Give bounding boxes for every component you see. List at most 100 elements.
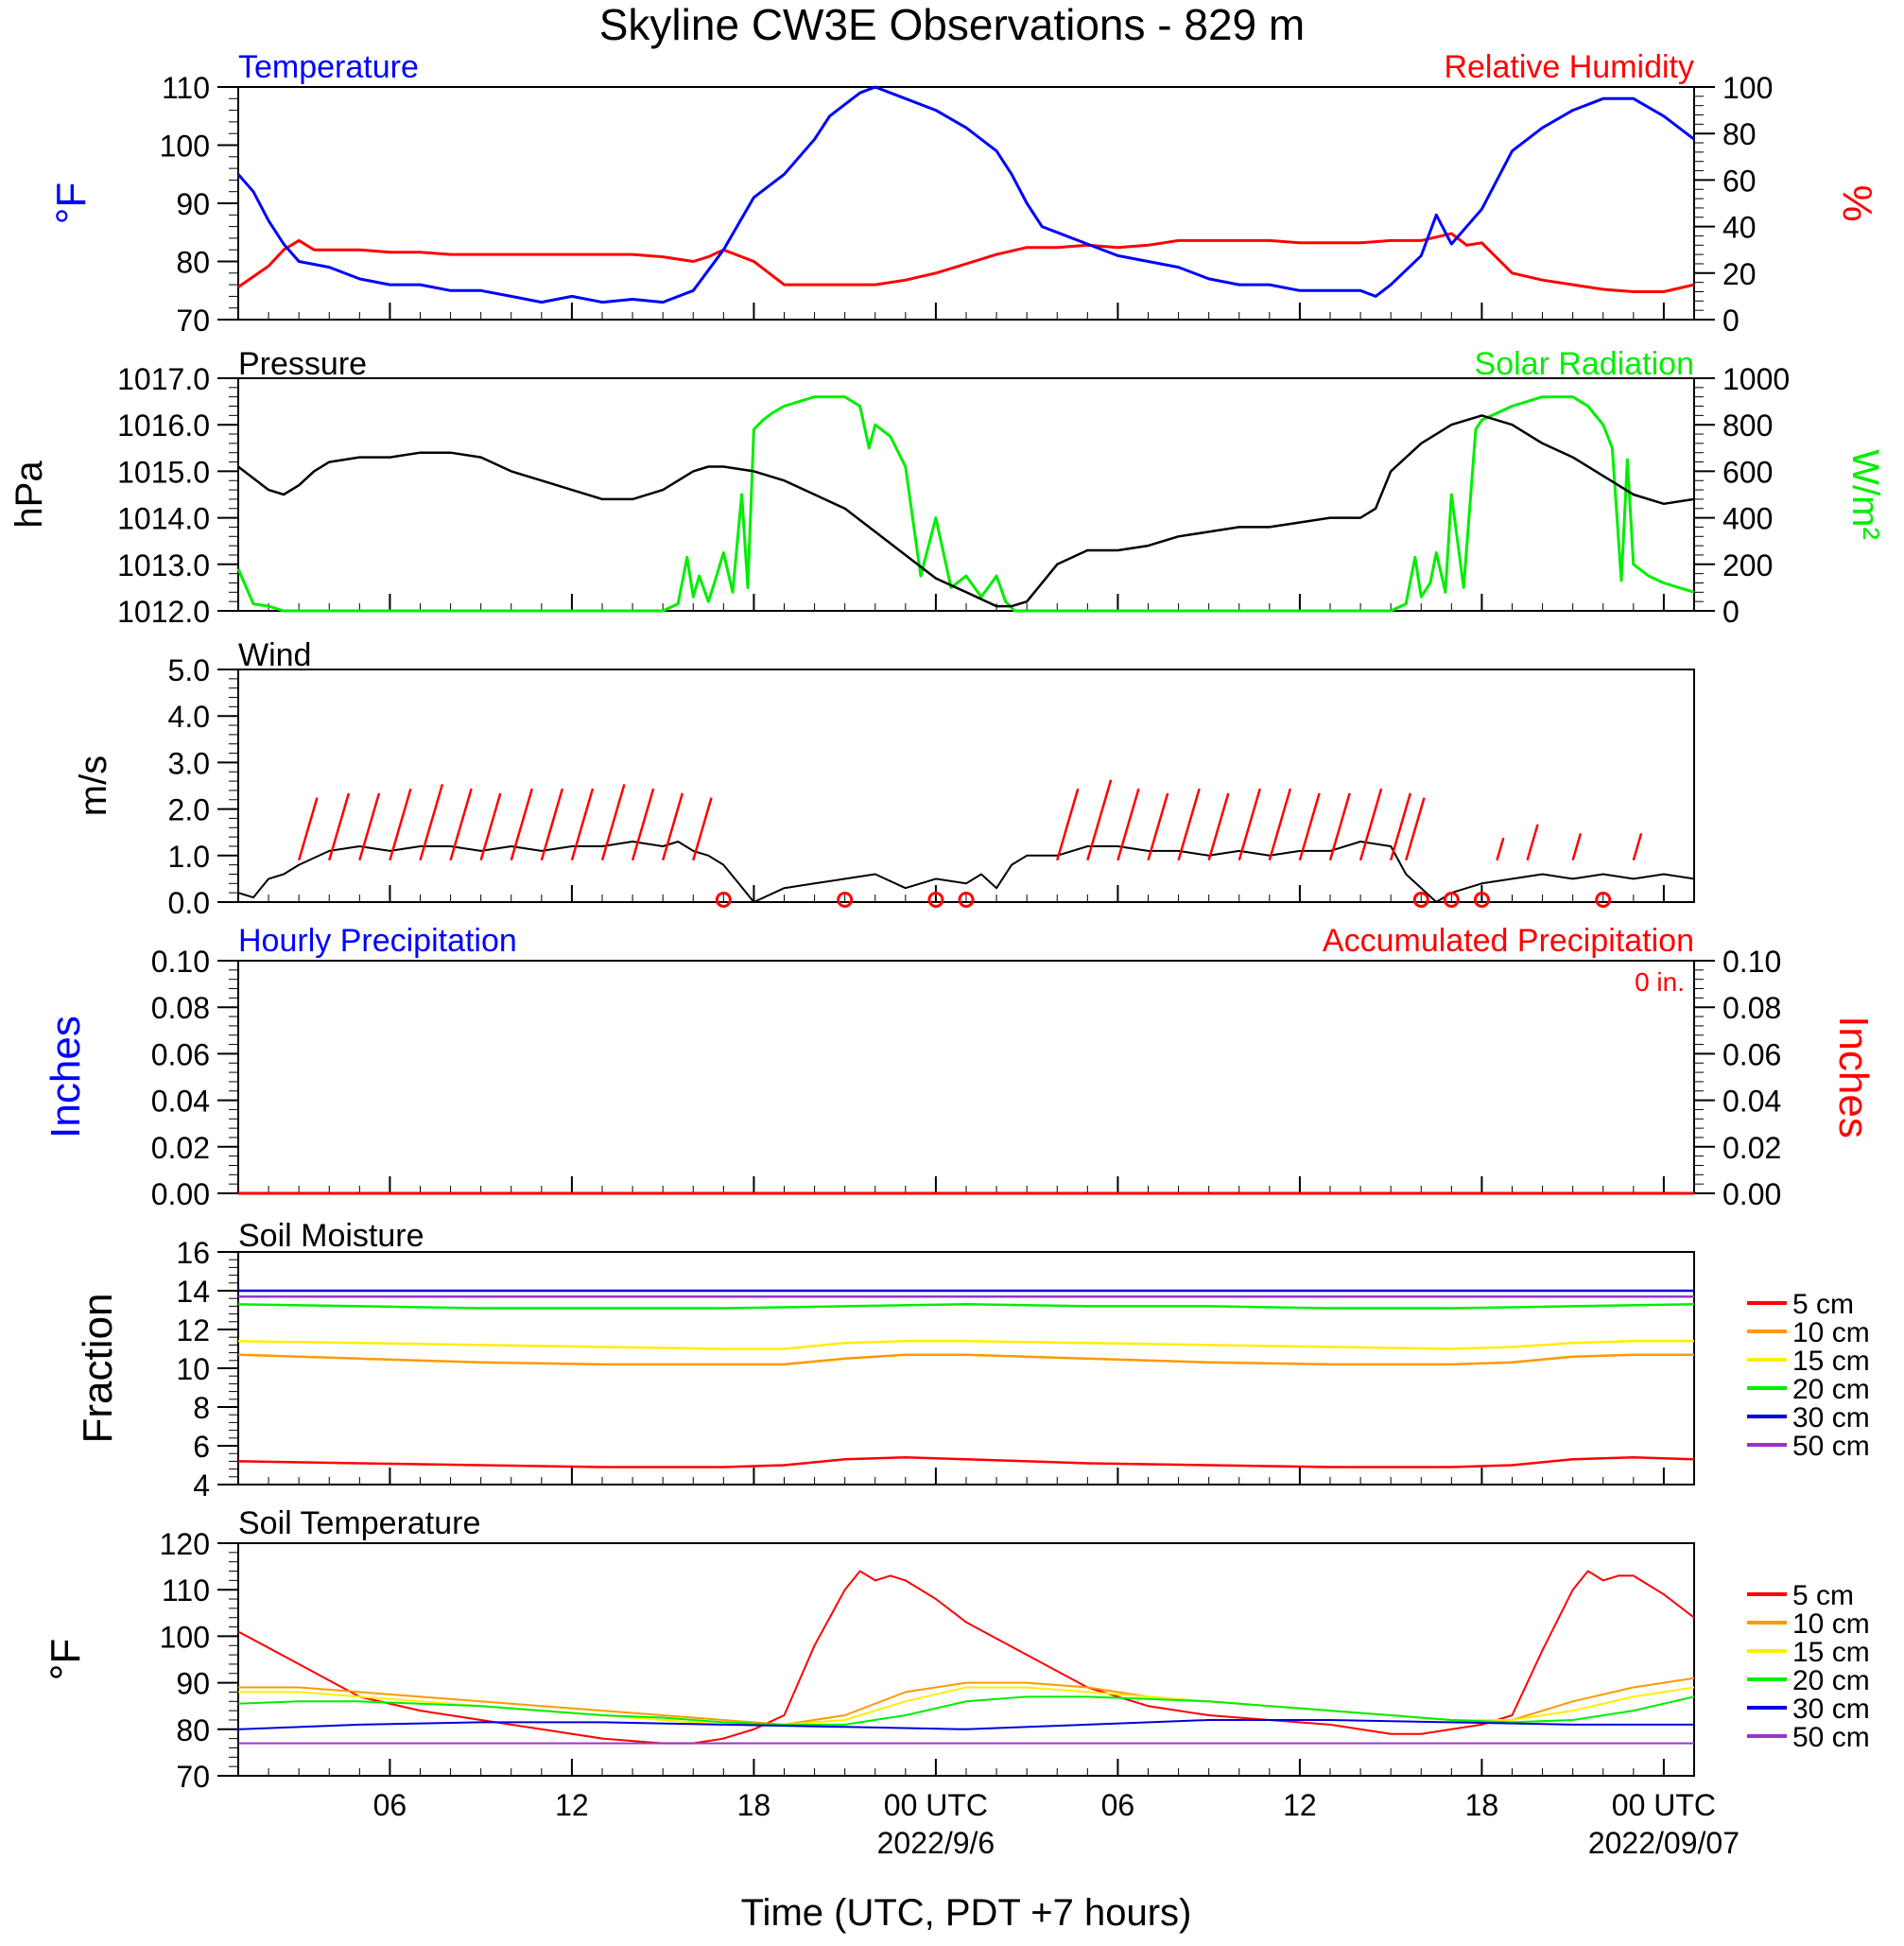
soil-moisture-line-15cm [237,1340,1694,1350]
wind-barb [1571,833,1583,861]
solar-axis-tick-label: 200 [1722,548,1773,582]
hourly-precip-axis-tick-label: 0.04 [151,1085,210,1119]
temperature-axis-tick-label: 80 [176,246,210,280]
wind-axis-tick-label: 1.0 [168,840,210,874]
humidity-axis-tick-label: 40 [1722,211,1757,245]
soil-moisture-axis-tick-label: 16 [176,1236,210,1270]
plot-frame [237,669,1695,903]
soil-moisture-axis-tick-label: 14 [176,1275,210,1309]
soil-moisture-marks: 4 6 8 10 12 14 16 [176,1236,1695,1503]
pressure-axis-tick-label: 1014.0 [117,502,210,536]
legend-label-10cm: 10 cm [1792,1608,1870,1640]
wind-barb [600,784,626,861]
panel-soil-temp: Soil Temperature °F 70 80 90 100 110 120 5 cm… [43,1505,1870,1794]
accum-precip-axis-tick-label: 0.10 [1722,945,1781,979]
wind-barb [449,788,473,861]
hourly-precip-unit-label: Inches [43,1016,89,1138]
wind-barb [692,797,713,861]
soil-temp-axis-tick-label: 90 [176,1667,210,1701]
soil-moisture-title: Soil Moisture [238,1218,424,1254]
wind-barb [570,788,595,861]
wind-barb [1056,788,1080,861]
humidity-title: Relative Humidity [1444,49,1694,85]
calm-wind-marker [1412,892,1429,909]
soil-temp-axis-tick-label: 100 [160,1620,210,1654]
legend-label-20cm: 20 cm [1792,1374,1870,1405]
x-tick-label: 12 [555,1788,589,1822]
humidity-unit-label: % [1834,184,1880,221]
plot-frame [237,1251,1695,1486]
solar-axis-tick-label: 800 [1722,408,1773,443]
legend-label-10cm: 10 cm [1792,1317,1870,1348]
hourly-precip-axis-tick-label: 0.06 [151,1037,210,1071]
humidity-axis-tick-label: 100 [1722,71,1773,105]
wind-barb [631,788,655,861]
solar-title: Solar Radiation [1475,346,1694,382]
solar-axis-tick-label: 600 [1722,455,1773,489]
soil-moisture-axis-tick-label: 4 [193,1468,210,1503]
soil-moisture-axis-tick-label: 8 [193,1391,210,1425]
legend-label-5cm: 5 cm [1792,1580,1854,1611]
wind-barb [1207,792,1230,861]
wind-barb [1389,792,1412,861]
hourly-precip-axis-tick-label: 0.08 [151,991,210,1025]
x-axis-label: Time (UTC, PDT +7 hours) [741,1892,1192,1934]
pressure-axis-tick-label: 1012.0 [117,595,210,629]
legend-label-30cm: 30 cm [1792,1402,1870,1433]
soil-temp-title: Soil Temperature [238,1505,480,1541]
accum-precip-axis-tick-label: 0.08 [1722,991,1781,1025]
wind-barb [1526,824,1539,861]
wind-barb [1298,792,1321,861]
x-tick-label: 06 [373,1788,407,1822]
x-tick-label: 12 [1283,1788,1317,1822]
wind-barb [358,792,381,861]
wind-axis-tick-label: 3.0 [168,746,210,780]
pressure-title: Pressure [238,346,367,382]
wind-barb [297,797,319,861]
x-axis: 06 12 18 00 UTC 06 12 18 00 UTC 2022/9/6 2022/09/… [373,1788,1740,1860]
temperature-axis-tick-label: 110 [162,71,210,105]
humidity-axis-tick-label: 20 [1722,257,1757,291]
wind-barb [1359,788,1383,861]
solar-unit-label: W/m² [1844,449,1886,540]
soil-temp-line-5cm [237,1570,1695,1745]
soil-temp-axis-tick-label: 120 [160,1527,210,1561]
wind-marks: 0.0 1.0 2.0 3.0 4.0 5.0 [168,653,1695,920]
plot-frame [237,1542,1695,1777]
soil-temp-line-20cm [237,1695,1695,1726]
pressure-solar-marks: 1012.0 1013.0 1014.0 1015.0 1016.0 1017.0 0 200… [117,362,1790,629]
calm-wind-marker [1473,892,1490,909]
soil-temp-line-15cm [238,1686,1695,1726]
soil-moisture-line-5cm [237,1456,1695,1468]
x-tick-label: 18 [737,1788,771,1822]
x-tick-label: 18 [1465,1788,1499,1822]
wind-speed-line [237,841,1695,903]
accum-precip-axis-tick-label: 0.00 [1722,1177,1781,1211]
wind-axis-tick-label: 2.0 [168,793,210,827]
temp-rh-marks: 70 80 90 100 110 0 20 40 60 80 100 [160,71,1774,338]
soil-moisture-line-10cm [237,1353,1694,1366]
temperature-axis-tick-label: 70 [176,304,210,338]
calm-wind-marker [715,892,732,909]
panel-temp-rh: Temperature Relative Humidity °F % 70 80 9… [48,49,1880,338]
solar-axis-tick-label: 400 [1722,502,1773,536]
solar-axis-tick-label: 1000 [1722,362,1790,396]
solar-axis-tick-label: 0 [1722,595,1740,629]
wind-barb [389,788,412,861]
wind-barb [1496,837,1505,861]
accum-precip-total: 0 in. [1635,967,1685,997]
panel-pressure-solar: Pressure Solar Radiation hPa W/m² 1012.0… [9,346,1886,629]
humidity-axis-tick-label: 60 [1722,164,1757,198]
humidity-line [237,232,1695,293]
wind-barb [1632,833,1643,861]
calm-wind-marker [1443,892,1460,909]
x-tick-label: 00 UTC [1612,1788,1716,1822]
temperature-unit-label: °F [48,182,95,224]
pressure-axis-tick-label: 1013.0 [117,548,210,582]
temperature-axis-tick-label: 90 [176,187,210,221]
pressure-axis-tick-label: 1015.0 [117,455,210,489]
plot-frame [237,86,1695,321]
calm-wind-marker [1595,892,1612,909]
